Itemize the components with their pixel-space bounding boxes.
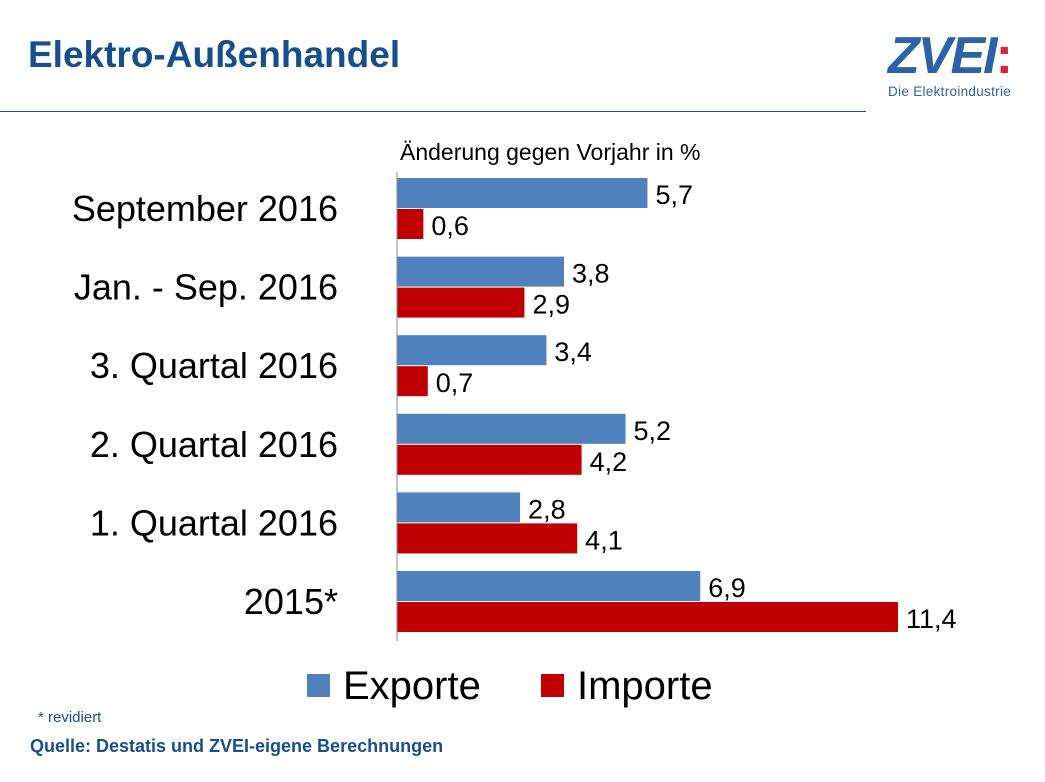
category-label: Jan. - Sep. 2016 (74, 267, 338, 308)
category-label: 1. Quartal 2016 (90, 502, 338, 543)
data-label: 5,7 (656, 180, 694, 210)
legend-label-importe: Importe (577, 664, 713, 708)
bar-exporte (397, 492, 521, 523)
category-label: September 2016 (72, 188, 338, 229)
data-label: 4,1 (585, 525, 623, 555)
bar-importe (397, 287, 525, 318)
bar-exporte (397, 256, 564, 287)
bar-importe (397, 366, 428, 397)
data-label: 11,4 (906, 604, 957, 634)
data-label: 2,8 (528, 494, 566, 524)
bar-exporte (397, 413, 626, 444)
data-label: 6,9 (708, 573, 746, 603)
logo-subtitle: Die Elektroindustrie (888, 84, 1012, 99)
category-label: 2015* (244, 581, 338, 622)
header-divider (0, 111, 866, 112)
zvei-logo: ZVEI: Die Elektroindustrie (888, 30, 1028, 99)
data-label: 4,2 (590, 447, 628, 477)
legend-swatch-importe (541, 674, 564, 697)
bar-importe (397, 523, 578, 554)
footnote: * revidiert (38, 709, 102, 726)
data-label: 0,7 (436, 368, 474, 398)
chart-subtitle: Änderung gegen Vorjahr in % (400, 139, 701, 165)
category-label: 2. Quartal 2016 (90, 424, 338, 465)
page-title: Elektro-Außenhandel (28, 34, 401, 75)
bar-importe (397, 602, 898, 632)
data-label: 5,2 (634, 416, 672, 446)
data-label: 0,6 (431, 211, 469, 241)
bar-exporte (397, 335, 547, 366)
bar-exporte (397, 178, 648, 208)
data-label: 3,8 (572, 259, 610, 289)
data-label: 2,9 (532, 290, 570, 320)
data-label: 3,4 (554, 337, 592, 367)
category-label: 3. Quartal 2016 (90, 345, 338, 386)
bar-importe (397, 209, 424, 239)
bar-importe (397, 444, 582, 475)
legend-swatch-exporte (307, 674, 330, 697)
bar-exporte (397, 571, 701, 601)
source-note: Quelle: Destatis und ZVEI-eigene Berechn… (30, 736, 444, 756)
legend-label-exporte: Exporte (343, 664, 481, 708)
